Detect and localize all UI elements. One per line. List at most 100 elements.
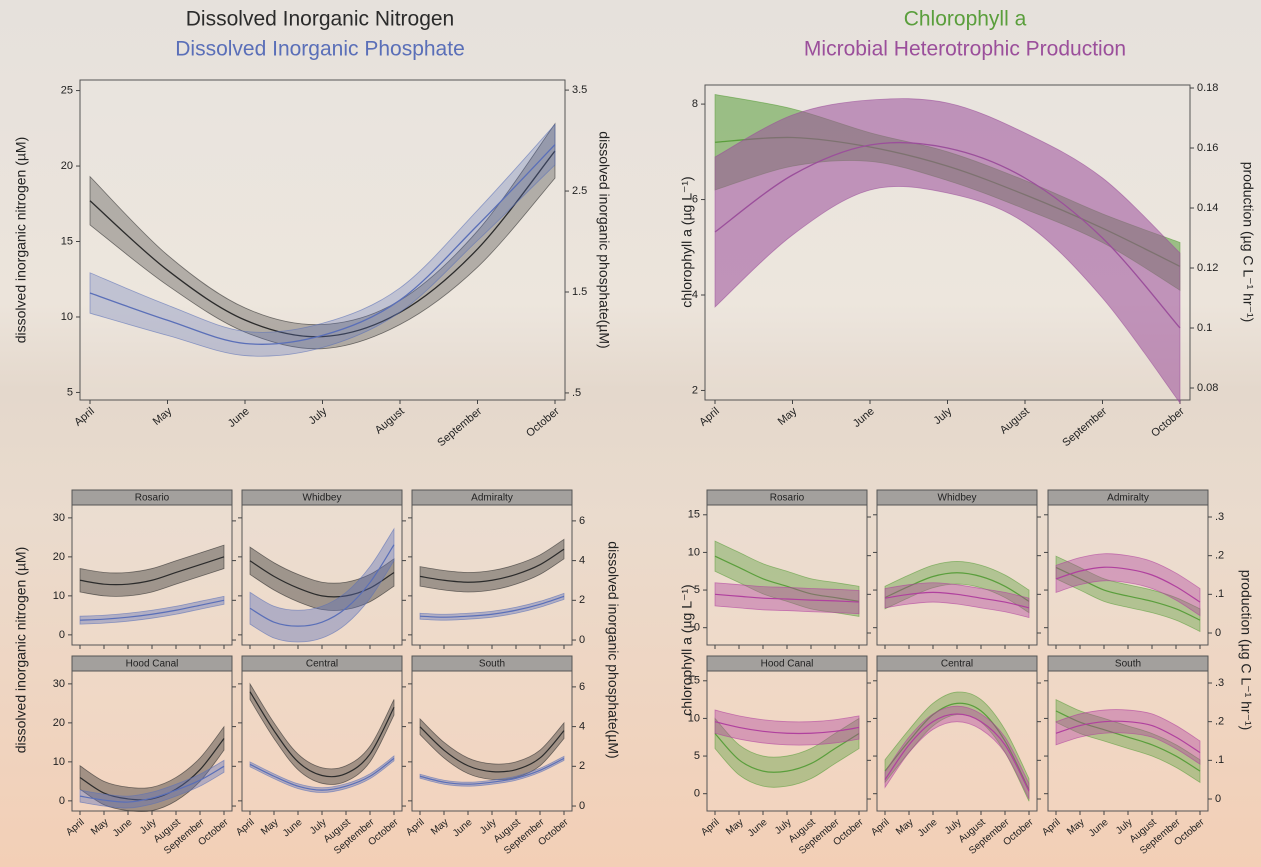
plot-frame (79, 79, 566, 401)
line (714, 721, 860, 735)
y-tick-label: 6 (692, 193, 698, 205)
facet-title: Central (306, 659, 338, 670)
confidence-band (419, 755, 565, 787)
x-tick-label: May (89, 817, 111, 838)
y2-axis-label: production (µg C L⁻¹ hr⁻¹) (1238, 570, 1254, 731)
confidence-band (79, 544, 225, 597)
confidence-band (714, 98, 1181, 405)
facet-title: Hood Canal (761, 659, 814, 670)
y2-axis-label: production (µg C L⁻¹ hr⁻¹) (1240, 162, 1256, 323)
y-tick-label: 25 (61, 84, 73, 96)
line (714, 141, 1181, 329)
confidence-band (714, 540, 860, 617)
y2-tick-label: 0.16 (1197, 142, 1218, 154)
y2-tick-label: .3 (1215, 511, 1224, 523)
y2-tick-label: .1 (1215, 588, 1224, 600)
facet-title: Admiralty (471, 493, 513, 504)
line (419, 595, 565, 618)
y2-tick-label: 3.5 (572, 84, 587, 96)
line (249, 560, 395, 598)
y-tick-label: 5 (694, 584, 700, 596)
line (714, 593, 860, 603)
plot-frame (706, 504, 868, 646)
y-tick-label: 10 (688, 546, 700, 558)
y2-tick-label: 2 (579, 760, 585, 772)
y-tick-label: 8 (692, 98, 698, 110)
confidence-band (884, 582, 1030, 619)
confidence-band (249, 546, 395, 611)
legend-title: Dissolved Inorganic Nitrogen (186, 8, 454, 31)
y2-tick-label: 0.12 (1197, 262, 1218, 274)
y2-tick-label: 0.08 (1197, 382, 1218, 394)
y2-tick-label: 2 (579, 594, 585, 606)
x-tick-label: April (869, 817, 891, 838)
line (419, 757, 565, 785)
x-tick-label: April (699, 817, 721, 838)
x-tick-label: May (429, 817, 451, 838)
line (1055, 566, 1201, 603)
y2-tick-label: 0.14 (1197, 202, 1218, 214)
confidence-band (714, 717, 860, 788)
x-tick-label: October (1149, 405, 1187, 440)
line (79, 765, 225, 803)
confidence-band (249, 682, 395, 785)
line (89, 150, 556, 338)
y2-tick-label: 0.18 (1197, 82, 1218, 94)
confidence-band (249, 527, 395, 643)
confidence-band (884, 705, 1030, 800)
y-tick-label: 0 (59, 629, 65, 641)
y2-tick-label: 0 (579, 634, 585, 646)
x-tick-label: April (697, 405, 722, 428)
x-tick-label: April (72, 405, 97, 428)
y-tick-label: 10 (53, 756, 65, 768)
facet-title: South (1115, 659, 1141, 670)
y2-tick-label: 6 (579, 681, 585, 693)
x-tick-label: August (373, 405, 407, 436)
line (249, 691, 395, 778)
y2-tick-label: 0 (579, 800, 585, 812)
confidence-band (714, 709, 860, 746)
y2-axis-label: dissolved inorganic phosphate(µM) (596, 131, 612, 348)
confidence-band (419, 538, 565, 593)
line (884, 702, 1030, 791)
x-tick-label: May (151, 405, 175, 428)
facet-title: Whidbey (938, 493, 977, 504)
y-tick-label: 15 (688, 509, 700, 521)
y2-tick-label: 0 (1215, 627, 1221, 639)
y2-tick-label: 1.5 (572, 286, 587, 298)
y-tick-label: 15 (688, 675, 700, 687)
confidence-band (89, 122, 556, 350)
plot-frame (71, 670, 233, 812)
confidence-band (884, 691, 1030, 802)
confidence-band (79, 725, 225, 812)
y-tick-label: 20 (53, 717, 65, 729)
x-tick-label: April (234, 817, 256, 838)
y2-tick-label: 0 (1215, 793, 1221, 805)
y-axis-label: chlorophyll a (µg L⁻¹) (679, 584, 695, 715)
x-tick-label: June (281, 817, 305, 840)
x-tick-label: June (851, 405, 877, 430)
x-tick-label: June (916, 817, 940, 840)
y-tick-label: 4 (692, 289, 698, 301)
y-tick-label: 5 (67, 386, 73, 398)
x-tick-label: April (404, 817, 426, 838)
line (1055, 710, 1201, 772)
plot-frame (876, 504, 1038, 646)
y-tick-label: 10 (61, 311, 73, 323)
y-tick-label: 20 (53, 551, 65, 563)
x-tick-label: September (435, 405, 484, 449)
plot-frame (411, 504, 573, 646)
line (714, 555, 860, 602)
confidence-band (1055, 555, 1201, 633)
x-tick-label: May (724, 817, 746, 838)
line (1055, 566, 1201, 621)
y2-tick-label: .2 (1215, 716, 1224, 728)
facet-title: Admiralty (1107, 493, 1149, 504)
plot-frame (876, 670, 1038, 812)
confidence-band (1055, 698, 1201, 784)
y2-tick-label: 0.1 (1197, 322, 1212, 334)
line (249, 757, 395, 791)
x-tick-label: May (259, 817, 281, 838)
facet-title: Rosario (770, 493, 805, 504)
x-tick-label: April (1040, 817, 1062, 838)
